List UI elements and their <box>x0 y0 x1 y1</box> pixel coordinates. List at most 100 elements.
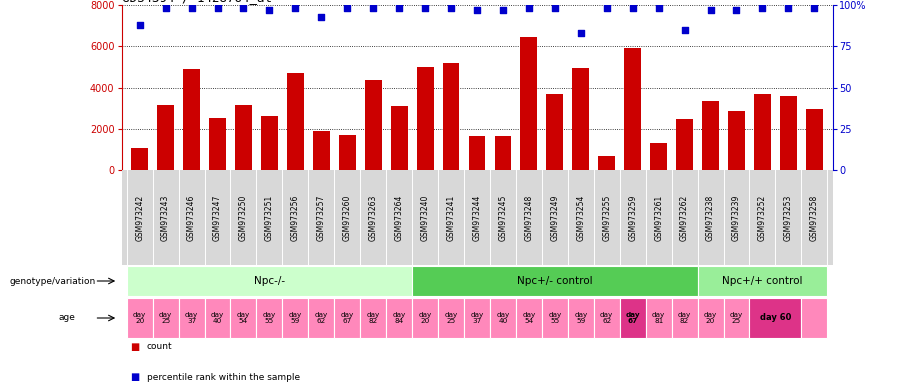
Point <box>807 5 822 12</box>
Text: GSM973255: GSM973255 <box>602 194 611 241</box>
Text: GSM973238: GSM973238 <box>706 194 715 241</box>
Point <box>288 5 302 12</box>
Text: day
25: day 25 <box>159 312 172 324</box>
Text: GSM973257: GSM973257 <box>317 194 326 241</box>
Point <box>262 7 276 13</box>
Point <box>626 5 640 12</box>
Bar <box>178 298 204 338</box>
Bar <box>235 105 252 170</box>
Bar <box>313 131 329 170</box>
Bar <box>542 298 568 338</box>
Bar <box>256 298 283 338</box>
Point <box>444 5 458 12</box>
Text: day
40: day 40 <box>211 312 224 324</box>
Text: GSM973251: GSM973251 <box>265 194 274 241</box>
Text: day
25: day 25 <box>730 312 743 324</box>
Text: age: age <box>58 313 76 323</box>
Text: GSM973263: GSM973263 <box>369 194 378 241</box>
Text: day
59: day 59 <box>574 312 588 324</box>
Text: day
37: day 37 <box>184 312 198 324</box>
Text: GSM973247: GSM973247 <box>213 194 222 241</box>
Bar <box>780 96 796 170</box>
Text: day
82: day 82 <box>366 312 380 324</box>
Bar <box>676 119 693 170</box>
Bar <box>438 298 464 338</box>
Bar <box>520 37 537 170</box>
Point <box>184 5 199 12</box>
Point <box>781 5 796 12</box>
Point <box>755 5 770 12</box>
Bar <box>230 298 256 338</box>
Text: day
82: day 82 <box>678 312 691 324</box>
Bar <box>412 298 438 338</box>
Text: day
67: day 67 <box>626 312 640 324</box>
Bar <box>702 101 719 170</box>
Text: day 60: day 60 <box>760 313 791 323</box>
Bar <box>360 298 386 338</box>
Text: day
40: day 40 <box>496 312 509 324</box>
Text: GSM973262: GSM973262 <box>680 194 689 241</box>
Bar <box>153 298 178 338</box>
Bar <box>801 298 827 338</box>
Point <box>547 5 562 12</box>
Text: GSM973245: GSM973245 <box>499 194 508 241</box>
Text: GSM973260: GSM973260 <box>343 194 352 241</box>
Text: GSM973261: GSM973261 <box>654 194 663 241</box>
Bar <box>728 111 745 170</box>
Text: GSM973248: GSM973248 <box>525 194 534 241</box>
Bar <box>516 298 542 338</box>
Bar <box>261 116 278 170</box>
Bar <box>490 298 516 338</box>
Text: count: count <box>147 342 172 351</box>
Bar <box>131 148 149 170</box>
Text: day
25: day 25 <box>445 312 458 324</box>
Bar <box>645 298 671 338</box>
Text: GSM973241: GSM973241 <box>446 194 455 241</box>
Text: day
37: day 37 <box>471 312 483 324</box>
Text: ■: ■ <box>130 342 140 352</box>
Bar <box>546 94 563 170</box>
Text: GSM973250: GSM973250 <box>239 194 248 241</box>
Bar <box>309 298 334 338</box>
Bar <box>443 63 460 170</box>
Bar <box>650 143 667 170</box>
Bar <box>469 136 485 170</box>
Text: GSM973254: GSM973254 <box>576 194 585 241</box>
Bar <box>283 298 309 338</box>
Bar <box>183 69 200 170</box>
Bar <box>620 298 645 338</box>
Text: day
20: day 20 <box>418 312 432 324</box>
Text: day
84: day 84 <box>392 312 406 324</box>
Text: GSM973239: GSM973239 <box>732 194 741 241</box>
Point <box>729 7 743 13</box>
Point <box>703 7 717 13</box>
Text: GSM973264: GSM973264 <box>395 194 404 241</box>
Bar <box>464 298 490 338</box>
Text: day
55: day 55 <box>548 312 562 324</box>
Point <box>158 5 173 12</box>
Text: day
59: day 59 <box>289 312 302 324</box>
Text: day
54: day 54 <box>522 312 536 324</box>
Text: percentile rank within the sample: percentile rank within the sample <box>147 373 300 382</box>
Point <box>418 5 432 12</box>
Text: GSM973243: GSM973243 <box>161 194 170 241</box>
Bar <box>698 298 724 338</box>
Bar <box>287 73 304 170</box>
Bar <box>127 266 412 296</box>
Point <box>470 7 484 13</box>
Bar <box>386 298 412 338</box>
Point <box>366 5 381 12</box>
Point <box>392 5 407 12</box>
Text: GSM973240: GSM973240 <box>420 194 429 241</box>
Text: Npc+/+ control: Npc+/+ control <box>722 276 803 286</box>
Bar <box>412 266 698 296</box>
Point <box>599 5 614 12</box>
Bar <box>750 298 801 338</box>
Bar <box>338 135 356 170</box>
Bar <box>204 298 230 338</box>
Text: day
55: day 55 <box>263 312 276 324</box>
Text: day
67: day 67 <box>340 312 354 324</box>
Text: day
20: day 20 <box>704 312 717 324</box>
Text: day
81: day 81 <box>652 312 665 324</box>
Text: GSM973246: GSM973246 <box>187 194 196 241</box>
